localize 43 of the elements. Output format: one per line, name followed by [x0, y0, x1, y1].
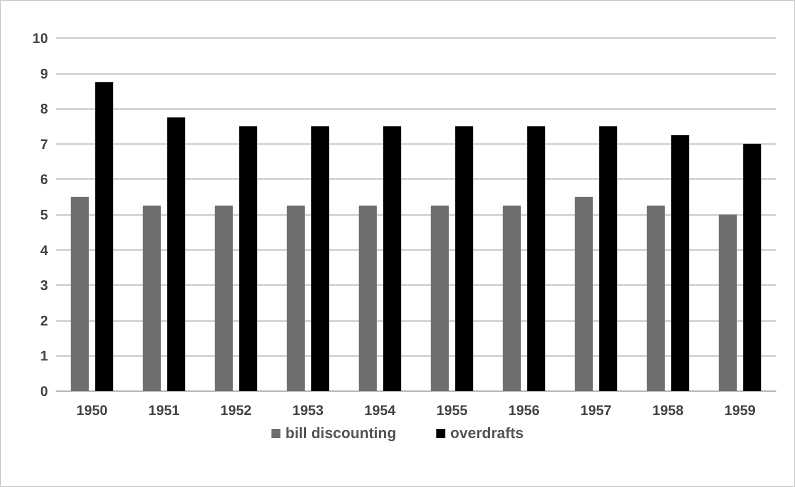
bar: [718, 214, 737, 391]
bar: [311, 126, 330, 391]
bar: [527, 126, 546, 391]
bar: [646, 206, 665, 391]
x-tick-label: 1957: [580, 402, 612, 418]
x-tick-label: 1959: [724, 402, 756, 418]
y-tick-label: 0: [40, 383, 48, 399]
x-tick-label: 1952: [220, 402, 252, 418]
x-tick-label: 1954: [364, 402, 396, 418]
bar: [743, 144, 762, 391]
bar: [358, 206, 377, 391]
y-tick-label: 1: [40, 348, 48, 364]
bar: [502, 206, 521, 391]
y-tick-label: 2: [40, 312, 48, 328]
bar: [599, 126, 618, 391]
bar: [383, 126, 402, 391]
x-tick-label: 1951: [148, 402, 180, 418]
bar: [574, 196, 593, 391]
bar: [286, 206, 305, 391]
bar: [70, 196, 89, 391]
y-tick-label: 6: [40, 171, 48, 188]
bar: [142, 206, 161, 391]
y-tick-label: 7: [40, 136, 48, 152]
legend-label: bill discounting: [285, 425, 396, 442]
y-tick-label: 9: [40, 65, 48, 82]
y-tick-label: 5: [40, 206, 48, 222]
y-tick-label: 8: [40, 100, 48, 117]
x-tick-label: 1950: [76, 402, 108, 418]
bar: [95, 82, 114, 391]
x-tick-label: 1953: [292, 402, 324, 418]
y-tick-label: 10: [32, 30, 48, 46]
bar: [167, 117, 186, 391]
bar: [430, 206, 449, 391]
bar: [671, 135, 690, 391]
bar: [214, 206, 233, 391]
bar: [455, 126, 474, 391]
y-tick-label: 3: [40, 277, 48, 294]
y-tick-label: 4: [40, 242, 48, 258]
bar: [239, 126, 258, 391]
x-tick-label: 1958: [652, 402, 684, 418]
x-tick-label: 1956: [508, 402, 540, 418]
legend-label: overdrafts: [450, 425, 524, 442]
x-tick-label: 1955: [436, 402, 468, 418]
